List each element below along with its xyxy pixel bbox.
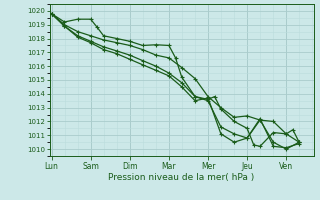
- X-axis label: Pression niveau de la mer( hPa ): Pression niveau de la mer( hPa ): [108, 173, 255, 182]
